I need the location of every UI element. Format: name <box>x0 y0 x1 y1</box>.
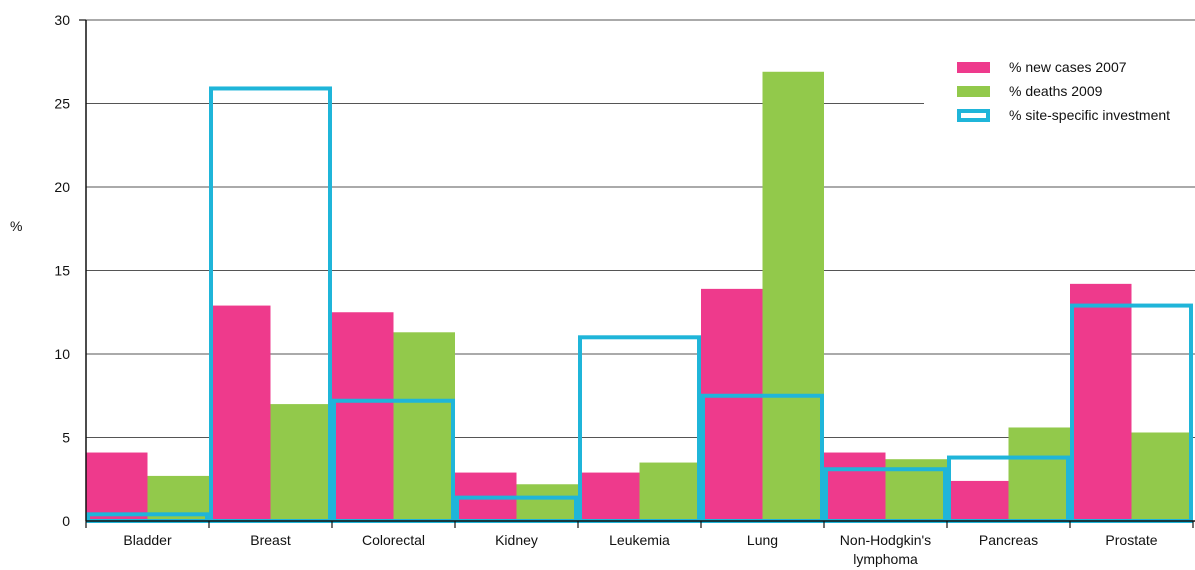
x-category-label: Colorectal <box>362 532 425 548</box>
legend-label: % deaths 2009 <box>1009 83 1103 99</box>
bar-new-cases <box>578 472 640 521</box>
y-axis-label: % <box>10 218 22 234</box>
y-tick-label: 30 <box>54 12 70 28</box>
bar-new-cases <box>332 312 394 521</box>
bars <box>86 71 1193 522</box>
bar-deaths <box>1008 427 1070 521</box>
bar-deaths <box>639 462 701 521</box>
x-category-label: Lung <box>747 532 778 548</box>
y-tick-label: 25 <box>54 96 70 112</box>
y-tick-labels: 0 5 10 15 20 25 30 <box>54 12 70 529</box>
bar-new-cases <box>947 480 1009 521</box>
x-category-labels: Bladder Breast Colorectal Kidney Leukemia Lun… <box>123 532 1157 567</box>
x-category-label: Kidney <box>495 532 538 548</box>
bar-deaths <box>762 71 824 522</box>
x-category-label: Pancreas <box>979 532 1038 548</box>
x-category-label: Non-Hodgkin's <box>840 532 931 548</box>
bar-new-cases <box>209 305 271 521</box>
y-tick-label: 5 <box>62 430 70 446</box>
x-category-label: Leukemia <box>609 532 670 548</box>
x-category-label: Prostate <box>1105 532 1157 548</box>
bar-new-cases <box>701 288 763 521</box>
legend-swatch <box>957 86 990 97</box>
bar-deaths <box>393 332 455 521</box>
legend-label: % site-specific investment <box>1009 107 1170 123</box>
legend-swatch <box>957 62 990 73</box>
x-category-label: Bladder <box>123 532 172 548</box>
legend-swatch <box>957 109 990 122</box>
bar-deaths <box>516 484 578 521</box>
legend: % new cases 2007 % deaths 2009 % site-spec… <box>957 59 1170 123</box>
bar-new-cases <box>86 452 148 521</box>
bar-deaths <box>1131 432 1193 521</box>
y-tick-label: 15 <box>54 263 70 279</box>
x-category-label: lymphoma <box>853 551 918 567</box>
y-tick-label: 0 <box>62 513 70 529</box>
y-tick-label: 20 <box>54 179 70 195</box>
bar-new-cases <box>1070 283 1132 521</box>
bar-deaths <box>270 404 332 521</box>
y-tick-label: 10 <box>54 346 70 362</box>
x-category-label: Breast <box>250 532 291 548</box>
bar-new-cases <box>824 452 886 521</box>
axes <box>79 19 1195 528</box>
legend-label: % new cases 2007 <box>1009 59 1127 75</box>
